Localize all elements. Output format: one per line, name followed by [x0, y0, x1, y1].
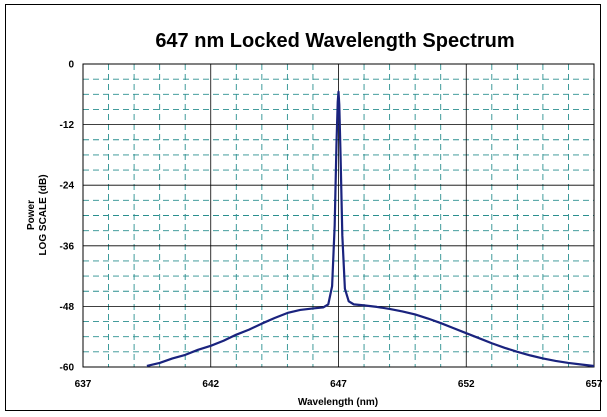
y-tick-label: -36: [60, 241, 75, 252]
y-tick-label: -60: [60, 363, 75, 374]
y-tick-label: -48: [60, 302, 75, 313]
x-axis-ticks: 637 642 647 652 657: [75, 379, 603, 390]
x-axis-label: Wavelength (nm): [298, 397, 378, 408]
y-axis-label-line2: LOG SCALE (dB): [38, 174, 49, 255]
x-tick-label: 647: [330, 379, 347, 390]
spectrum-line: [147, 92, 594, 366]
y-axis-label-line1: Power: [26, 200, 37, 230]
y-tick-label: -12: [60, 120, 75, 131]
y-tick-label: 0: [68, 60, 74, 71]
x-tick-label: 652: [458, 379, 475, 390]
y-axis-ticks: 0 -12 -24 -36 -48 -60: [60, 60, 75, 374]
y-axis-label-group: Power LOG SCALE (dB): [26, 174, 49, 255]
x-tick-label: 642: [202, 379, 219, 390]
chart-title: 647 nm Locked Wavelength Spectrum: [155, 30, 514, 52]
x-tick-label: 637: [75, 379, 92, 390]
x-tick-label: 657: [586, 379, 603, 390]
y-tick-label: -24: [60, 181, 75, 192]
